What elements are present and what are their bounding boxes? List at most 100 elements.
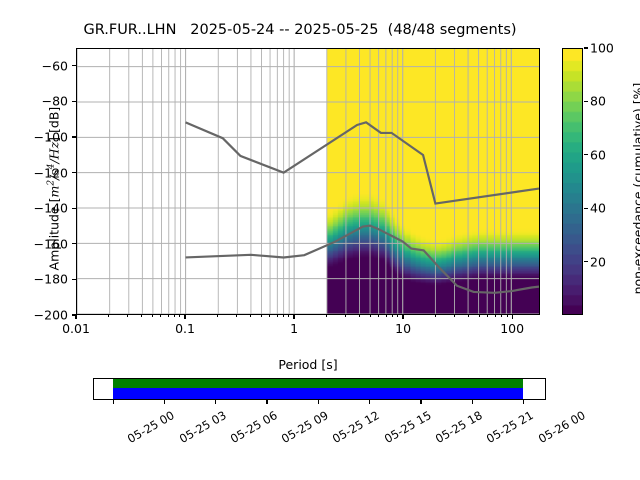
y-tick-mark <box>72 207 76 209</box>
x-tick-mark-minor <box>167 315 169 317</box>
colorbar-tick-mark <box>584 207 588 209</box>
x-tick-label: 10 <box>395 321 412 336</box>
y-tick-mark <box>72 278 76 281</box>
timeline-tick-label: 05-25 06 <box>227 408 280 446</box>
x-tick-label: 1 <box>290 321 299 336</box>
x-tick-mark-minor <box>391 315 393 317</box>
x-tick-mark-minor <box>345 315 347 317</box>
colorbar-gradient <box>563 49 582 314</box>
timeline-tick-mark <box>163 400 166 404</box>
timeline-tick-label: 05-25 03 <box>176 408 229 446</box>
timeline-tick-label: 05-25 18 <box>432 408 485 446</box>
colorbar-tick-label: 20 <box>590 254 606 270</box>
y-axis-label: Amplitude [m2/s4/Hz] [dB] <box>46 39 61 339</box>
timeline-tick-mark <box>215 400 217 404</box>
x-tick-mark-minor <box>236 315 238 317</box>
timeline-segments-bar <box>112 388 524 399</box>
x-tick-mark-minor <box>151 315 153 317</box>
grid-lines <box>77 49 539 314</box>
x-tick-mark-minor <box>369 315 371 317</box>
x-tick-mark-minor <box>378 315 380 317</box>
timeline-strip[interactable] <box>93 378 546 400</box>
x-tick-mark-minor <box>250 315 252 317</box>
y-tick-mark <box>72 136 76 138</box>
x-axis-label: Period [s] <box>278 357 338 372</box>
colorbar-tick-label: 60 <box>590 147 606 163</box>
x-tick-mark-minor <box>487 315 489 317</box>
y-tick-mark <box>72 100 76 103</box>
x-tick-mark-minor <box>160 315 162 317</box>
y-tick-label: −160 <box>33 236 68 252</box>
x-tick-mark-major <box>293 315 295 319</box>
x-tick-mark-minor <box>385 315 387 317</box>
y-tick-label: −140 <box>33 200 68 216</box>
y-tick-label: −80 <box>41 93 68 109</box>
x-tick-mark-minor <box>127 315 129 317</box>
y-tick-mark <box>72 314 76 316</box>
timeline-tick-label: 05-25 21 <box>484 408 536 446</box>
timeline-tick-mark <box>317 400 320 404</box>
x-tick-mark-minor <box>217 315 219 317</box>
x-tick-mark-minor <box>506 315 508 317</box>
y-tick-mark <box>72 65 76 67</box>
x-tick-mark-minor <box>282 315 284 317</box>
x-tick-mark-minor <box>468 315 470 317</box>
x-tick-mark-minor <box>435 315 437 317</box>
x-tick-mark-minor <box>494 315 496 317</box>
y-tick-mark <box>72 171 76 174</box>
timeline-tick-label: 05-25 12 <box>330 408 383 446</box>
colorbar-label: non-exceedance (cumulative) [%] <box>630 82 640 295</box>
timeline-tick-mark <box>420 400 422 404</box>
timeline-tick-mark <box>266 400 268 404</box>
timeline-tick-label: 05-26 00 <box>535 408 588 446</box>
y-tick-label: −120 <box>33 165 68 181</box>
x-tick-mark-major <box>75 315 77 319</box>
x-tick-mark-minor <box>173 315 175 317</box>
x-tick-mark-minor <box>397 315 399 317</box>
x-tick-mark-minor <box>276 315 278 317</box>
x-tick-label: 100 <box>500 321 525 336</box>
colorbar-tick-mark <box>584 260 588 263</box>
noise-model-lines <box>185 121 539 294</box>
x-tick-mark-minor <box>108 315 110 317</box>
colorbar-tick-mark <box>584 154 588 156</box>
timeline-data-coverage-bar <box>112 379 524 388</box>
timeline-tick-label: 05-25 09 <box>279 408 331 446</box>
y-tick-label: −200 <box>33 307 68 323</box>
x-tick-mark-minor <box>326 315 328 317</box>
ppsd-histogram-canvas <box>77 49 539 314</box>
timeline-tick-label: 05-25 00 <box>125 408 177 446</box>
x-tick-mark-minor <box>454 315 456 317</box>
x-tick-mark-minor <box>179 315 181 317</box>
x-tick-mark-minor <box>478 315 480 317</box>
colorbar <box>562 48 583 315</box>
plot-title: GR.FUR..LHN 2025-05-24 -- 2025-05-25 (48… <box>83 22 517 38</box>
x-tick-mark-minor <box>260 315 262 317</box>
x-tick-mark-minor <box>359 315 361 317</box>
timeline-tick-label: 05-25 15 <box>381 408 434 446</box>
colorbar-tick-label: 40 <box>590 200 606 216</box>
x-tick-mark-minor <box>288 315 290 317</box>
x-tick-mark-major <box>184 315 186 319</box>
timeline-tick-mark <box>369 400 371 404</box>
colorbar-tick-mark <box>584 47 588 49</box>
timeline-tick-mark <box>112 400 114 404</box>
y-tick-label: −60 <box>41 58 68 74</box>
x-tick-label: 0.01 <box>62 321 90 336</box>
x-tick-mark-major <box>511 315 513 319</box>
timeline-tick-mark <box>522 400 525 404</box>
colorbar-tick-label: 80 <box>590 93 606 109</box>
x-tick-mark-minor <box>140 315 142 317</box>
x-tick-mark-minor <box>500 315 502 317</box>
timeline-tick-mark <box>471 400 473 404</box>
y-tick-mark <box>72 243 76 245</box>
colorbar-tick-label: 100 <box>590 40 614 56</box>
x-tick-mark-major <box>402 315 404 319</box>
x-tick-mark-minor <box>269 315 271 317</box>
colorbar-tick-mark <box>584 100 588 103</box>
ppsd-axes <box>76 48 540 315</box>
y-tick-label: −100 <box>33 129 68 145</box>
y-axis-label-text: Amplitude [m2/s4/Hz] [dB] <box>46 106 62 271</box>
x-tick-label: 0.1 <box>175 321 195 336</box>
